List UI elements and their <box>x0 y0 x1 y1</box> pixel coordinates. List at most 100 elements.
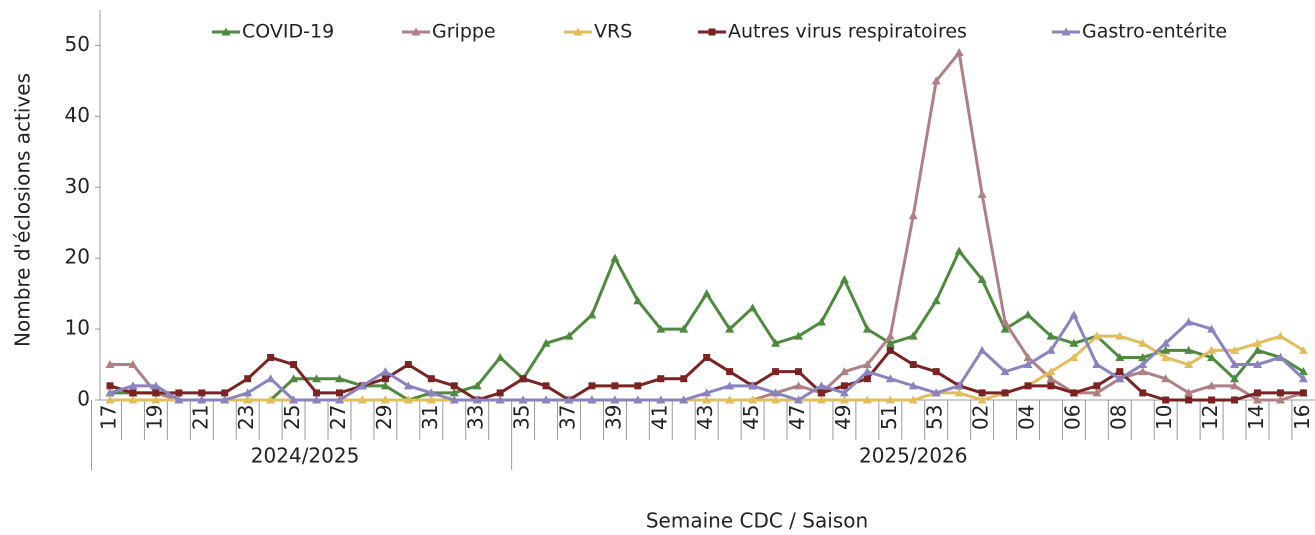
marker <box>427 375 435 383</box>
marker <box>1207 352 1217 361</box>
x-tick-label: 43 <box>693 405 717 430</box>
marker <box>977 395 987 404</box>
marker <box>634 382 642 390</box>
marker <box>611 382 619 390</box>
marker <box>174 395 184 404</box>
series-line <box>110 51 1304 402</box>
marker <box>1207 381 1217 390</box>
x-tick-label: 47 <box>785 405 809 430</box>
x-tick-label: 31 <box>418 405 442 430</box>
marker <box>977 345 987 354</box>
marker <box>1162 396 1170 404</box>
marker <box>954 48 964 57</box>
marker <box>679 324 689 333</box>
marker <box>221 389 229 397</box>
marker <box>1046 345 1056 354</box>
marker <box>198 389 206 397</box>
legend-label: Gastro-entérite <box>1082 21 1227 43</box>
marker <box>1138 338 1148 347</box>
marker <box>839 274 849 283</box>
marker <box>679 395 689 404</box>
marker <box>1230 360 1240 369</box>
legend-marker <box>1061 27 1071 36</box>
marker <box>702 289 712 298</box>
marker <box>977 189 987 198</box>
marker <box>404 361 412 369</box>
x-tick-label: 19 <box>142 405 166 430</box>
marker <box>932 368 940 376</box>
marker <box>1185 396 1193 404</box>
marker <box>931 388 941 397</box>
marker <box>1069 310 1079 319</box>
marker <box>129 389 137 397</box>
x-tick-label: 51 <box>877 405 901 430</box>
marker <box>771 395 781 404</box>
marker <box>541 338 551 347</box>
legend-marker <box>411 27 421 36</box>
marker <box>1069 352 1079 361</box>
marker <box>266 374 276 383</box>
marker <box>1139 389 1147 397</box>
marker <box>978 389 986 397</box>
marker <box>1253 395 1262 404</box>
marker <box>794 395 803 404</box>
marker <box>380 367 390 376</box>
marker <box>1046 367 1056 376</box>
x-tick-label: 35 <box>510 405 534 430</box>
marker <box>1253 345 1262 354</box>
marker <box>1046 374 1056 383</box>
marker <box>1254 389 1261 397</box>
marker <box>426 395 436 404</box>
marker <box>885 338 895 347</box>
marker <box>1298 345 1308 354</box>
marker <box>680 375 688 383</box>
x-tick-label: 17 <box>97 405 121 430</box>
marker <box>588 382 596 390</box>
marker <box>1069 338 1079 347</box>
marker <box>496 389 504 397</box>
y-tick-label: 30 <box>65 174 90 198</box>
marker <box>587 395 597 404</box>
marker <box>1024 382 1032 390</box>
marker <box>128 395 138 404</box>
marker <box>816 381 826 390</box>
marker <box>931 296 941 305</box>
marker <box>1275 352 1285 361</box>
marker <box>1093 382 1101 390</box>
marker <box>1276 389 1284 397</box>
marker <box>748 303 758 312</box>
marker <box>1023 310 1033 319</box>
marker <box>1023 360 1033 369</box>
x-tick-label: 23 <box>234 405 258 430</box>
marker <box>495 352 505 361</box>
y-tick-label: 10 <box>65 316 90 340</box>
marker <box>106 382 114 390</box>
marker <box>336 389 343 397</box>
marker <box>542 382 550 390</box>
marker <box>1184 388 1194 397</box>
marker <box>244 375 252 383</box>
marker <box>702 388 712 397</box>
marker <box>313 389 321 397</box>
marker <box>908 381 918 390</box>
marker <box>1207 345 1217 354</box>
legend-label: VRS <box>594 21 632 43</box>
marker <box>564 331 574 340</box>
x-tick-label: 37 <box>556 405 580 430</box>
marker <box>771 338 781 347</box>
marker <box>725 324 735 333</box>
x-tick-label: 12 <box>1198 405 1222 430</box>
marker <box>128 360 138 369</box>
marker <box>610 395 620 404</box>
marker <box>1298 374 1308 383</box>
x-tick-label: 45 <box>739 405 763 430</box>
marker <box>610 253 620 262</box>
marker <box>1000 367 1010 376</box>
marker <box>794 331 803 340</box>
marker <box>885 331 895 340</box>
marker <box>1253 338 1262 347</box>
marker <box>290 361 298 369</box>
legend-marker <box>221 27 231 36</box>
marker <box>977 274 987 283</box>
y-tick-label: 0 <box>77 387 90 411</box>
